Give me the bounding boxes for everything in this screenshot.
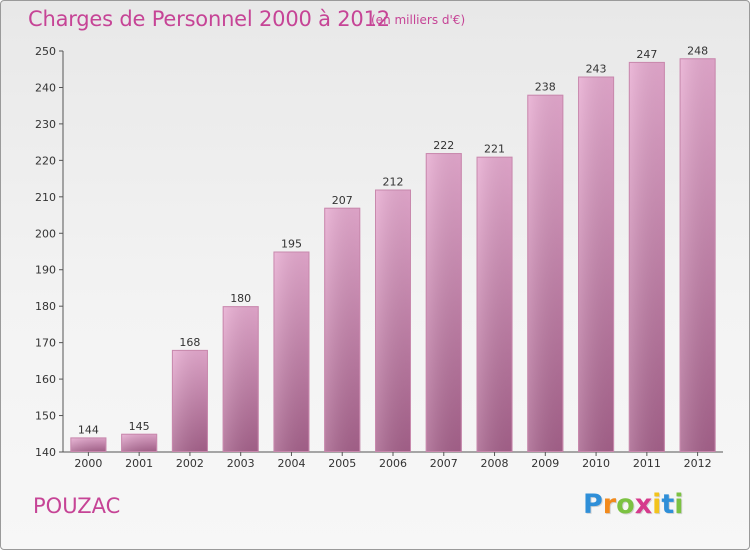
x-tick-label: 2001 <box>125 457 153 470</box>
bar-shading <box>578 76 615 452</box>
y-tick-label: 250 <box>35 45 56 58</box>
bar-shading <box>679 58 716 453</box>
chart-subtitle: (en milliers d'€) <box>371 13 466 27</box>
data-label: 145 <box>129 420 150 433</box>
logo-letter: o <box>616 489 635 520</box>
chart-title: Charges de Personnel 2000 à 2012 <box>28 7 390 31</box>
y-tick-label: 160 <box>35 373 56 386</box>
data-label: 247 <box>636 48 657 61</box>
bar-shading <box>273 251 310 452</box>
x-tick-label: 2004 <box>277 457 305 470</box>
x-tick-label: 2002 <box>176 457 204 470</box>
bar-outline <box>273 251 310 452</box>
logo-letter: P <box>583 489 603 520</box>
bar-shading <box>375 189 411 452</box>
y-tick-label: 200 <box>35 227 56 240</box>
bar-shading <box>628 61 665 452</box>
y-tick-label: 220 <box>35 154 56 167</box>
x-tick-label: 2012 <box>684 457 712 470</box>
logo-letter: t <box>661 489 675 520</box>
data-label: 207 <box>332 194 353 207</box>
bar-shading <box>324 207 361 452</box>
data-label: 180 <box>230 292 251 305</box>
data-label: 221 <box>484 143 505 156</box>
logo-letter: i <box>674 489 684 520</box>
bar-outline <box>628 61 665 452</box>
data-label: 243 <box>586 63 607 76</box>
x-tick-label: 2007 <box>430 457 458 470</box>
x-tick-label: 2003 <box>227 457 255 470</box>
logo-letter: x <box>634 489 653 520</box>
bar-outline <box>324 207 361 452</box>
commune-name: POUZAC <box>33 494 121 518</box>
bar-outline <box>476 156 513 453</box>
bar-outline <box>425 153 462 452</box>
bar-outline <box>171 349 208 452</box>
bar-outline <box>121 433 158 453</box>
data-label: 212 <box>383 176 404 189</box>
bar-outline <box>222 306 259 452</box>
y-tick-label: 240 <box>35 81 56 94</box>
x-tick-label: 2010 <box>582 457 610 470</box>
y-tick-label: 150 <box>35 410 56 423</box>
data-label: 195 <box>281 238 302 251</box>
bar-shading <box>527 94 564 452</box>
bar-outline <box>70 437 107 452</box>
y-tick-label: 190 <box>35 264 56 277</box>
y-tick-label: 180 <box>35 300 56 313</box>
y-tick-label: 210 <box>35 191 56 204</box>
x-tick-label: 2006 <box>379 457 407 470</box>
logo-letter: i <box>652 489 662 520</box>
y-tick-label: 170 <box>35 337 56 350</box>
bar-outline <box>578 76 615 452</box>
bar-shading <box>222 306 259 452</box>
bar-outline <box>527 94 564 452</box>
data-label: 248 <box>687 44 708 57</box>
logo-letter: r <box>602 489 617 520</box>
bar-shading <box>171 349 208 452</box>
bar-shading <box>121 433 158 452</box>
x-tick-label: 2008 <box>481 457 509 470</box>
y-tick-label: 230 <box>35 118 56 131</box>
x-tick-label: 2009 <box>531 457 559 470</box>
proxiti-logo: Proxiti <box>583 489 684 520</box>
bar-outline <box>375 189 411 452</box>
data-label: 238 <box>535 81 556 94</box>
bar-outline <box>679 58 716 452</box>
data-label: 222 <box>433 139 454 152</box>
data-label: 144 <box>78 423 99 436</box>
x-tick-label: 2011 <box>633 457 661 470</box>
bar-shading <box>476 156 513 452</box>
data-label: 168 <box>179 336 200 349</box>
x-tick-label: 2000 <box>74 457 102 470</box>
x-tick-label: 2005 <box>328 457 356 470</box>
bar-shading <box>70 437 107 452</box>
bar-shading <box>425 153 462 452</box>
y-tick-label: 140 <box>35 446 56 459</box>
